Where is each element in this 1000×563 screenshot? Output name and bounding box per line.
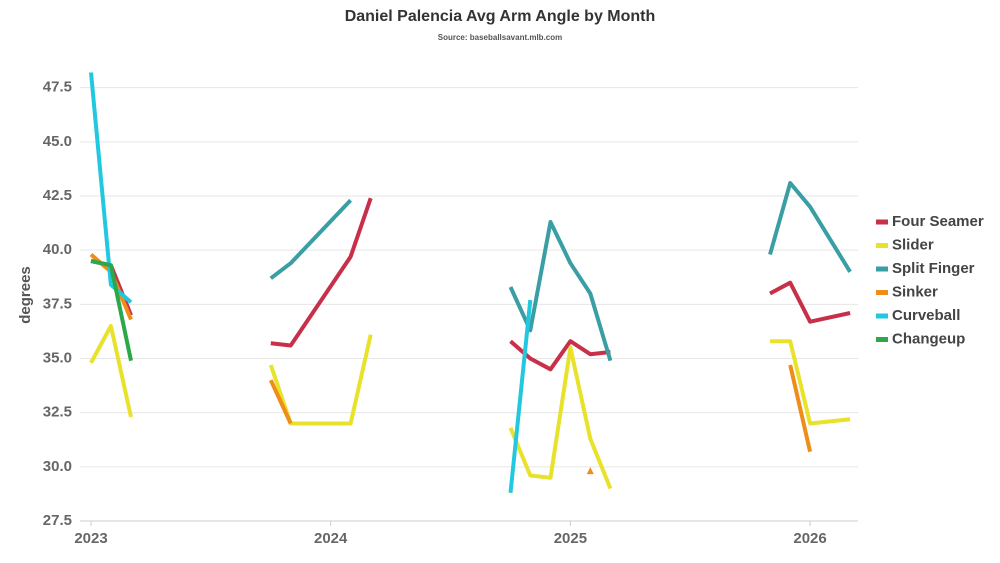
point: [586, 467, 594, 475]
x-tick-label: 2023: [74, 530, 107, 547]
y-tick-label: 30.0: [43, 458, 72, 475]
series-line: [788, 364, 813, 453]
y-tick-label: 45.0: [43, 133, 72, 150]
series-line: [268, 379, 293, 425]
y-tick-label: 32.5: [43, 404, 72, 421]
series-line: [270, 197, 373, 348]
series-line: [768, 181, 852, 273]
y-tick-label: 40.0: [43, 241, 72, 258]
series-line: [268, 334, 373, 426]
y-tick-label: 47.5: [43, 79, 72, 96]
series-line: [508, 299, 533, 494]
series-line: [770, 339, 851, 426]
series-line: [509, 339, 611, 372]
y-axis-label: degrees: [17, 266, 34, 324]
x-tick-label: 2025: [554, 530, 587, 547]
series-line: [89, 324, 133, 418]
legend-label: Curveball: [892, 307, 960, 324]
legend-label: Four Seamer: [892, 213, 984, 230]
series-line: [89, 72, 133, 304]
legend-label: Changeup: [892, 330, 965, 347]
legend-label: Split Finger: [892, 260, 975, 277]
series-line: [508, 345, 613, 490]
y-tick-label: 27.5: [43, 512, 72, 529]
y-tick-label: 37.5: [43, 295, 72, 312]
series-line: [269, 198, 353, 280]
chart-subtitle: Source: baseballsavant.mlb.com: [438, 33, 563, 42]
y-tick-label: 35.0: [43, 349, 72, 366]
x-tick-label: 2026: [793, 530, 826, 547]
y-tick-label: 42.5: [43, 187, 72, 204]
series-line: [90, 259, 133, 362]
x-tick-label: 2024: [314, 530, 348, 547]
series-line: [769, 280, 851, 324]
legend-label: Slider: [892, 236, 934, 253]
chart-title: Daniel Palencia Avg Arm Angle by Month: [345, 8, 656, 25]
legend-label: Sinker: [892, 283, 938, 300]
